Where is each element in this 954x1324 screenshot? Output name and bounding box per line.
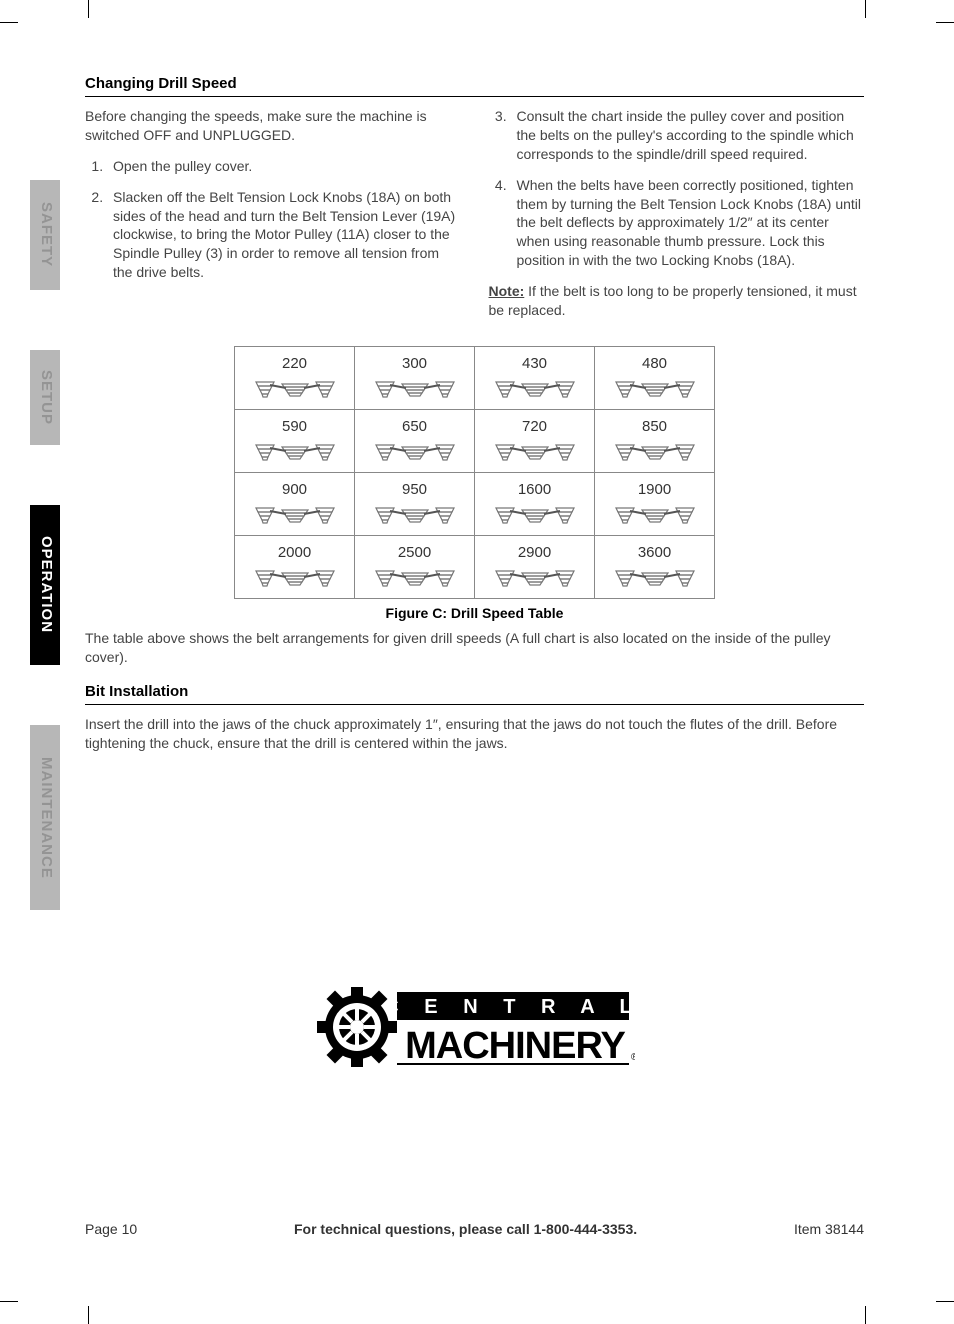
crop-mark [865,1306,866,1324]
speed-cell: 950 [355,472,475,535]
speed-cell: 430 [475,346,595,409]
speed-cell: 650 [355,409,475,472]
speed-cell: 220 [235,346,355,409]
crop-mark [88,0,89,18]
left-column: Before changing the speeds, make sure th… [85,107,461,332]
speed-cell: 300 [355,346,475,409]
heading-changing-speed: Changing Drill Speed [85,75,864,97]
right-column: Consult the chart inside the pulley cove… [489,107,865,332]
drill-speed-table: 220300430480 590650720850 90095016001900 20… [234,346,715,599]
footer-page: Page 10 [85,1221,137,1237]
note: Note: If the belt is too long to be prop… [489,282,865,320]
crop-mark [865,0,866,18]
tab-setup: SETUP [30,350,60,445]
figure-caption: Figure C: Drill Speed Table [85,605,864,621]
svg-text:®: ® [631,1052,635,1063]
speed-cell: 2900 [475,535,595,598]
step-4: When the belts have been correctly posit… [511,176,865,270]
svg-text:C E N T R A L: C E N T R A L [384,996,635,1018]
step-1: Open the pulley cover. [107,157,461,176]
crop-mark [0,1301,18,1302]
tab-operation: OPERATION [30,505,60,665]
crop-mark [936,22,954,23]
note-label: Note: [489,283,525,299]
heading-bit-installation: Bit Installation [85,683,864,705]
note-text: If the belt is too long to be properly t… [489,283,857,318]
speed-cell: 480 [595,346,715,409]
speed-cell: 720 [475,409,595,472]
intro-text: Before changing the speeds, make sure th… [85,107,461,145]
speed-cell: 590 [235,409,355,472]
crop-mark [0,22,18,23]
speed-cell: 1600 [475,472,595,535]
sidebar-tabs: SAFETY SETUP OPERATION MAINTENANCE [30,180,60,970]
page: SAFETY SETUP OPERATION MAINTENANCE Chang… [30,75,864,1249]
crop-mark [88,1306,89,1324]
speed-cell: 2000 [235,535,355,598]
footer: Page 10 For technical questions, please … [85,1221,864,1237]
step-2: Slacken off the Belt Tension Lock Knobs … [107,188,461,282]
tab-safety: SAFETY [30,180,60,290]
bit-install-text: Insert the drill into the jaws of the ch… [85,715,864,753]
step-3: Consult the chart inside the pulley cove… [511,107,865,164]
footer-item: Item 38144 [794,1221,864,1237]
steps-right: Consult the chart inside the pulley cove… [489,107,865,270]
crop-mark [936,1301,954,1302]
table-note: The table above shows the belt arrangeme… [85,629,864,667]
tab-maintenance: MAINTENANCE [30,725,60,910]
speed-cell: 900 [235,472,355,535]
speed-cell: 850 [595,409,715,472]
logo: C E N T R A L MACHINERY ® [85,982,864,1075]
content: Changing Drill Speed Before changing the… [85,75,864,1075]
two-column-layout: Before changing the speeds, make sure th… [85,107,864,332]
speed-cell: 3600 [595,535,715,598]
central-machinery-logo-icon: C E N T R A L MACHINERY ® [315,982,635,1072]
steps-left: Open the pulley cover. Slacken off the B… [85,157,461,282]
svg-text:MACHINERY: MACHINERY [405,1025,625,1067]
footer-phone: For technical questions, please call 1-8… [294,1221,637,1237]
speed-cell: 1900 [595,472,715,535]
speed-cell: 2500 [355,535,475,598]
